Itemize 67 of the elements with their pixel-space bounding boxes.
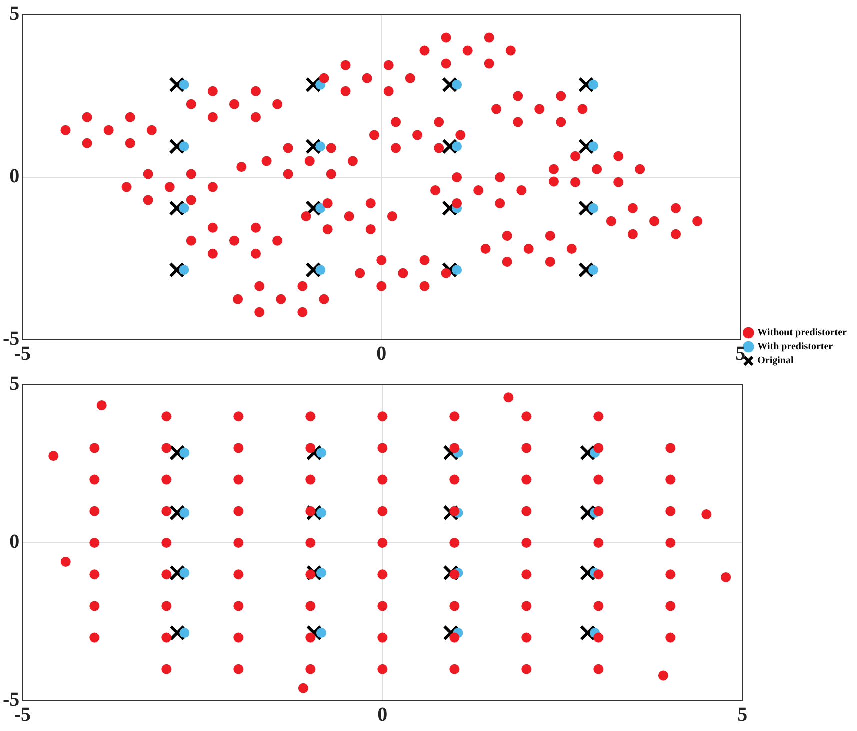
point bbox=[578, 77, 594, 93]
point bbox=[306, 200, 322, 216]
point bbox=[588, 203, 598, 214]
point bbox=[443, 625, 459, 641]
point bbox=[306, 262, 322, 278]
point bbox=[580, 625, 596, 641]
point bbox=[306, 77, 322, 93]
point bbox=[452, 142, 462, 152]
point bbox=[170, 505, 186, 521]
x-tick-label: 0 bbox=[378, 704, 388, 726]
point bbox=[578, 200, 594, 216]
legend-label: Without predistorter bbox=[758, 328, 848, 339]
x-tick-label: 0 bbox=[376, 343, 387, 366]
point bbox=[316, 508, 326, 518]
point bbox=[443, 565, 459, 581]
y-tick-label: -5 bbox=[2, 689, 20, 712]
point bbox=[316, 203, 326, 214]
point bbox=[452, 80, 462, 90]
point bbox=[180, 628, 190, 638]
x-tick-label: 5 bbox=[738, 704, 748, 726]
point bbox=[588, 265, 598, 276]
point bbox=[306, 138, 322, 154]
point bbox=[170, 625, 186, 641]
y-tick-label: 0 bbox=[10, 531, 20, 554]
y-tick-label: 0 bbox=[10, 166, 20, 188]
point bbox=[179, 142, 190, 152]
point bbox=[170, 565, 186, 581]
point bbox=[442, 138, 458, 154]
point bbox=[179, 265, 190, 276]
point bbox=[578, 262, 594, 278]
point bbox=[316, 448, 326, 458]
point bbox=[580, 565, 596, 581]
point bbox=[180, 568, 190, 578]
point bbox=[169, 77, 185, 93]
y-tick-label: -5 bbox=[2, 328, 20, 350]
point bbox=[170, 445, 186, 461]
point bbox=[316, 568, 326, 578]
point bbox=[316, 628, 326, 638]
point bbox=[306, 445, 322, 461]
point bbox=[588, 142, 598, 152]
point bbox=[442, 200, 458, 216]
point bbox=[306, 625, 322, 641]
point bbox=[580, 505, 596, 521]
point bbox=[180, 508, 190, 518]
point bbox=[443, 445, 459, 461]
point bbox=[179, 203, 190, 214]
point bbox=[169, 200, 185, 216]
point bbox=[316, 142, 326, 152]
point bbox=[442, 262, 458, 278]
point bbox=[588, 80, 598, 90]
point bbox=[306, 565, 322, 581]
x-tick-label: 5 bbox=[736, 343, 746, 366]
point bbox=[169, 138, 185, 154]
point bbox=[578, 138, 594, 154]
point bbox=[442, 77, 458, 93]
point bbox=[452, 265, 462, 276]
point bbox=[179, 80, 190, 90]
legend-label: Original bbox=[758, 356, 794, 367]
y-tick-label: 5 bbox=[10, 3, 20, 26]
point bbox=[180, 448, 190, 458]
point bbox=[316, 265, 326, 276]
legend-label: With predistorter bbox=[758, 342, 834, 353]
point bbox=[580, 445, 596, 461]
y-tick-label: 5 bbox=[10, 373, 20, 396]
point bbox=[443, 505, 459, 521]
point bbox=[169, 262, 185, 278]
point bbox=[306, 505, 322, 521]
